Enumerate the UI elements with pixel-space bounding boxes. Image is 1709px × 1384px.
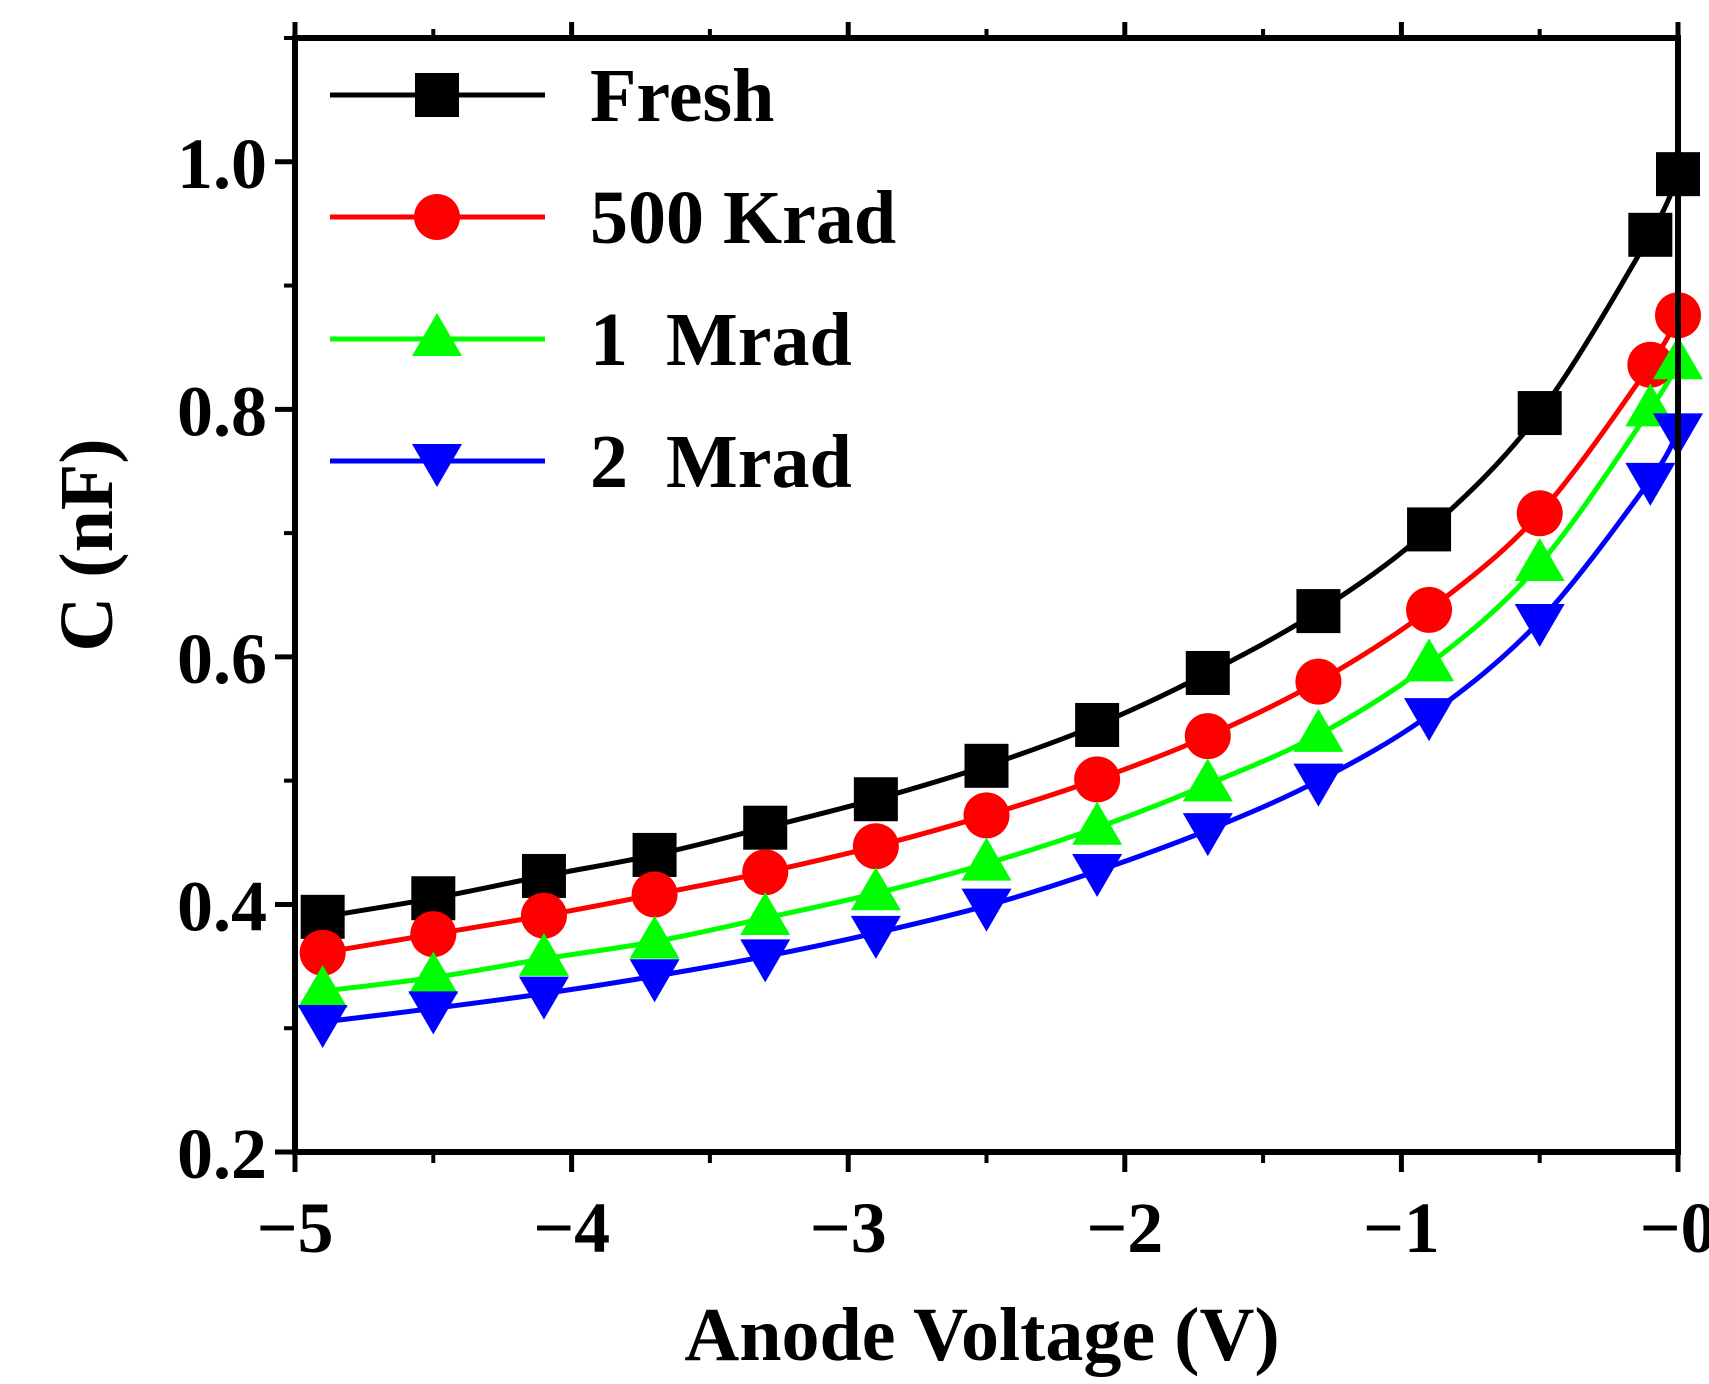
x-axis-title: Anode Voltage (V) bbox=[684, 1293, 1279, 1377]
data-point-1-6 bbox=[963, 792, 1010, 839]
data-point-3-3 bbox=[629, 959, 680, 1003]
data-point-3-8 bbox=[1182, 813, 1233, 857]
x-tick-label: −3 bbox=[810, 1188, 887, 1268]
series-markers bbox=[297, 152, 1703, 1049]
data-point-1-0 bbox=[299, 929, 346, 976]
ticks: −5 −4 −3 −2 −1 −0 0.2 0.4 0.6 0.8 1.0 bbox=[177, 22, 1709, 1268]
legend-label-1: 500 Krad bbox=[590, 176, 896, 260]
x-tick-label: −4 bbox=[533, 1188, 610, 1268]
data-point-1-4 bbox=[742, 849, 789, 896]
data-point-2-10 bbox=[1404, 638, 1455, 682]
data-point-3-0 bbox=[297, 1005, 348, 1049]
data-point-3-10 bbox=[1404, 698, 1455, 742]
data-point-0-11 bbox=[1517, 391, 1562, 436]
data-point-1-5 bbox=[852, 823, 899, 870]
data-point-0-12 bbox=[1628, 212, 1673, 257]
series-line-2 bbox=[322, 361, 1681, 994]
axes bbox=[292, 35, 1681, 1155]
legend: Fresh 500 Krad 1 Mrad 2 Mrad bbox=[330, 54, 896, 504]
data-point-2-9 bbox=[1293, 708, 1344, 752]
series-line-3 bbox=[322, 429, 1681, 1025]
y-tick-label: 0.2 bbox=[177, 1114, 267, 1194]
legend-label-3: 2 Mrad bbox=[590, 420, 852, 504]
data-point-2-1 bbox=[408, 951, 459, 995]
data-point-2-2 bbox=[518, 932, 569, 976]
data-point-0-10 bbox=[1407, 507, 1452, 552]
data-point-2-0 bbox=[297, 965, 348, 1009]
legend-marker-1 bbox=[414, 194, 460, 240]
data-point-3-7 bbox=[1072, 854, 1123, 898]
data-point-2-11 bbox=[1514, 538, 1565, 582]
data-point-2-6 bbox=[961, 837, 1012, 881]
data-point-2-3 bbox=[629, 915, 680, 959]
plot-frame bbox=[292, 35, 1681, 1155]
x-tick-label: −2 bbox=[1086, 1188, 1163, 1268]
data-point-3-11 bbox=[1514, 603, 1565, 647]
legend-marker-0 bbox=[415, 73, 459, 117]
data-point-2-4 bbox=[740, 892, 791, 936]
data-point-3-5 bbox=[850, 915, 901, 959]
data-point-1-7 bbox=[1074, 756, 1121, 803]
legend-label-2: 1 Mrad bbox=[590, 298, 852, 382]
legend-marker-2 bbox=[412, 313, 462, 356]
data-point-3-9 bbox=[1293, 763, 1344, 807]
data-point-1-11 bbox=[1516, 490, 1563, 537]
x-tick-label: −1 bbox=[1363, 1188, 1440, 1268]
data-point-1-1 bbox=[410, 911, 457, 958]
y-tick-label: 0.6 bbox=[177, 619, 267, 699]
data-point-0-4 bbox=[743, 805, 788, 850]
data-point-3-6 bbox=[961, 888, 1012, 932]
data-point-3-2 bbox=[518, 976, 569, 1020]
legend-label-0: Fresh bbox=[590, 54, 774, 138]
data-point-2-7 bbox=[1072, 801, 1123, 845]
data-point-0-2 bbox=[521, 853, 566, 898]
data-point-0-6 bbox=[964, 743, 1009, 788]
data-point-3-12 bbox=[1625, 462, 1676, 506]
x-tick-label: −5 bbox=[256, 1188, 333, 1268]
data-point-2-8 bbox=[1182, 758, 1233, 802]
data-point-0-8 bbox=[1185, 650, 1230, 695]
y-tick-label: 0.4 bbox=[177, 866, 267, 946]
data-point-1-8 bbox=[1184, 713, 1231, 760]
data-point-0-7 bbox=[1075, 702, 1120, 747]
y-tick-label: 1.0 bbox=[177, 124, 267, 204]
y-tick-label: 0.8 bbox=[177, 371, 267, 451]
data-point-3-1 bbox=[408, 991, 459, 1035]
data-point-0-3 bbox=[632, 832, 677, 877]
data-point-1-10 bbox=[1406, 586, 1453, 633]
data-point-1-3 bbox=[631, 871, 678, 918]
data-point-0-5 bbox=[853, 777, 898, 822]
data-point-1-9 bbox=[1295, 658, 1342, 705]
data-point-1-2 bbox=[520, 892, 567, 939]
y-axis-title: C (nF) bbox=[45, 438, 129, 651]
data-point-0-9 bbox=[1296, 589, 1341, 634]
data-point-2-5 bbox=[850, 867, 901, 911]
x-tick-label: −0 bbox=[1639, 1188, 1709, 1268]
data-point-3-4 bbox=[740, 939, 791, 983]
legend-marker-3 bbox=[412, 444, 462, 487]
